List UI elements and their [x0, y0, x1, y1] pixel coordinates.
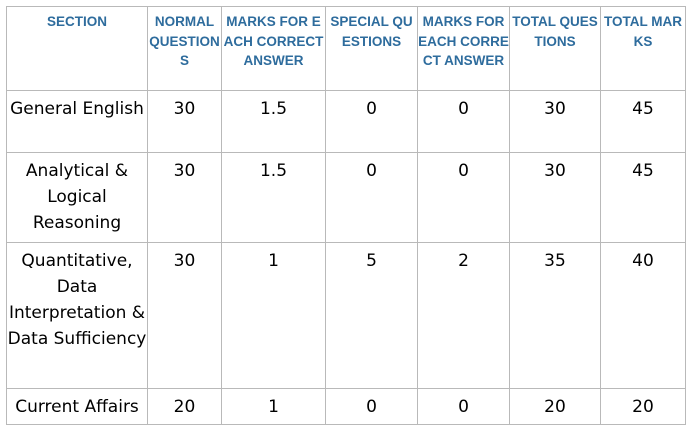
total-questions-cell: 30 [509, 90, 601, 153]
header-total-questions: TOTAL QUESTIONS [509, 6, 601, 91]
header-special-questions: SPECIAL QUESTIONS [325, 6, 418, 91]
total-marks-cell: 45 [600, 90, 686, 153]
header-row: SECTION NORMAL QUESTIONS MARKS FOR EACH … [6, 6, 686, 91]
header-normal-questions: NORMAL QUESTIONS [147, 6, 222, 91]
section-cell: Quantitative, Data Interpretation & Data… [6, 242, 148, 389]
table-row: General English 30 1.5 0 0 30 45 [6, 90, 686, 153]
marks-per-normal-cell: 1 [221, 388, 326, 425]
header-marks-per-normal: MARKS FOR EACH CORRECT ANSWER [221, 6, 326, 91]
marks-per-normal-cell: 1.5 [221, 90, 326, 153]
special-questions-cell: 0 [325, 152, 418, 243]
table-row: Quantitative, Data Interpretation & Data… [6, 242, 686, 389]
special-questions-cell: 0 [325, 388, 418, 425]
table-row: Analytical & Logical Reasoning 30 1.5 0 … [6, 152, 686, 243]
marks-per-special-cell: 0 [417, 90, 510, 153]
total-questions-cell: 30 [509, 152, 601, 243]
normal-questions-cell: 30 [147, 90, 222, 153]
marks-per-special-cell: 0 [417, 152, 510, 243]
normal-questions-cell: 30 [147, 152, 222, 243]
special-questions-cell: 5 [325, 242, 418, 389]
table-row: Current Affairs 20 1 0 0 20 20 [6, 388, 686, 425]
marks-per-special-cell: 2 [417, 242, 510, 389]
marks-per-special-cell: 0 [417, 388, 510, 425]
special-questions-cell: 0 [325, 90, 418, 153]
total-questions-cell: 20 [509, 388, 601, 425]
total-questions-cell: 35 [509, 242, 601, 389]
total-marks-cell: 40 [600, 242, 686, 389]
normal-questions-cell: 30 [147, 242, 222, 389]
marks-per-normal-cell: 1.5 [221, 152, 326, 243]
section-cell: General English [6, 90, 148, 153]
normal-questions-cell: 20 [147, 388, 222, 425]
marks-distribution-table: SECTION NORMAL QUESTIONS MARKS FOR EACH … [6, 6, 686, 425]
section-cell: Current Affairs [6, 388, 148, 425]
marks-per-normal-cell: 1 [221, 242, 326, 389]
total-marks-cell: 45 [600, 152, 686, 243]
header-section: SECTION [6, 6, 148, 91]
total-marks-cell: 20 [600, 388, 686, 425]
header-marks-per-special: MARKS FOR EACH CORRECT ANSWER [417, 6, 510, 91]
header-total-marks: TOTAL MARKS [600, 6, 686, 91]
section-cell: Analytical & Logical Reasoning [6, 152, 148, 243]
